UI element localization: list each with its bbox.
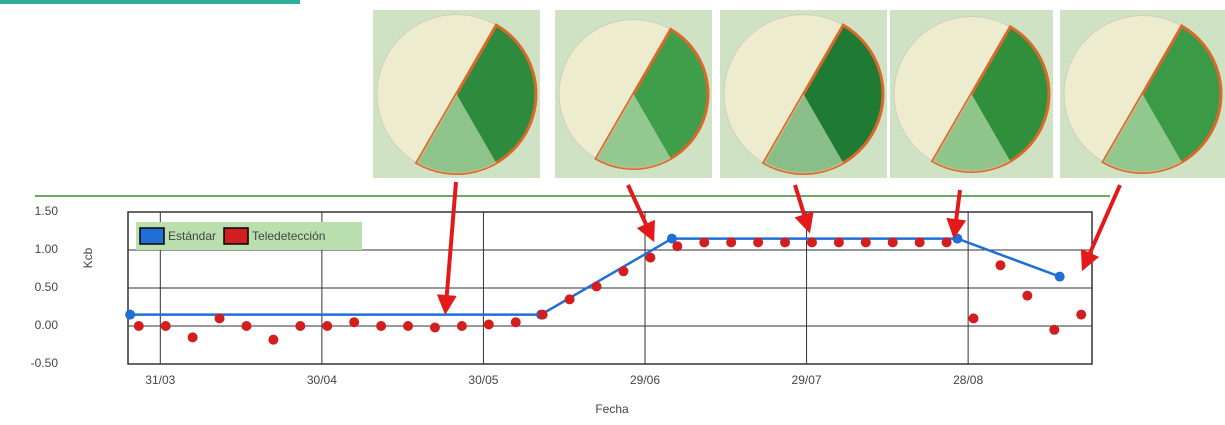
- legend-label: Teledetección: [252, 229, 325, 243]
- point: [592, 281, 602, 291]
- x-tick-label: 31/03: [145, 373, 175, 387]
- point: [780, 237, 790, 247]
- y-tick-label: -0.50: [31, 356, 59, 370]
- point: [726, 237, 736, 247]
- x-axis-label: Fecha: [595, 402, 629, 416]
- page: {"chart_data": {"type": "line", "y_label…: [0, 0, 1225, 420]
- point: [511, 317, 521, 327]
- y-tick-label: 1.50: [35, 204, 59, 218]
- point: [215, 313, 225, 323]
- point: [915, 237, 925, 247]
- legend-swatch: [140, 228, 164, 244]
- point: [295, 321, 305, 331]
- point: [125, 310, 135, 320]
- point: [484, 319, 494, 329]
- point: [645, 253, 655, 263]
- legend-label: Estándar: [168, 229, 216, 243]
- point: [188, 332, 198, 342]
- point: [888, 237, 898, 247]
- point: [1076, 310, 1086, 320]
- point: [349, 317, 359, 327]
- point: [1022, 291, 1032, 301]
- arrow: [628, 185, 650, 233]
- point: [322, 321, 332, 331]
- point: [268, 335, 278, 345]
- y-tick-label: 0.00: [35, 318, 59, 332]
- point: [376, 321, 386, 331]
- point: [672, 241, 682, 251]
- arrow: [795, 185, 807, 224]
- y-tick-label: 1.00: [35, 242, 59, 256]
- point: [134, 321, 144, 331]
- point: [807, 237, 817, 247]
- legend-swatch: [224, 228, 248, 244]
- point: [699, 237, 709, 247]
- x-tick-label: 30/05: [468, 373, 498, 387]
- point: [403, 321, 413, 331]
- y-axis-label: Kcb: [81, 247, 95, 268]
- top-strip: [0, 0, 300, 4]
- point: [241, 321, 251, 331]
- point: [861, 237, 871, 247]
- point: [565, 294, 575, 304]
- point: [995, 260, 1005, 270]
- point: [1055, 272, 1065, 282]
- x-tick-label: 29/07: [792, 373, 822, 387]
- chart: Kcb Fecha -0.50 0.00 0.50 1.00 1.50 31/03 30/0…: [0, 0, 1225, 420]
- point: [457, 321, 467, 331]
- x-tick-label: 28/08: [953, 373, 983, 387]
- point: [969, 313, 979, 323]
- point: [618, 266, 628, 276]
- point: [942, 237, 952, 247]
- point: [1049, 325, 1059, 335]
- arrow: [446, 182, 456, 305]
- point: [430, 323, 440, 333]
- point: [952, 234, 962, 244]
- point: [834, 237, 844, 247]
- x-tick-label: 29/06: [630, 373, 660, 387]
- y-tick-label: 0.50: [35, 280, 59, 294]
- point: [538, 310, 548, 320]
- point: [753, 237, 763, 247]
- point: [161, 321, 171, 331]
- x-tick-label: 30/04: [307, 373, 337, 387]
